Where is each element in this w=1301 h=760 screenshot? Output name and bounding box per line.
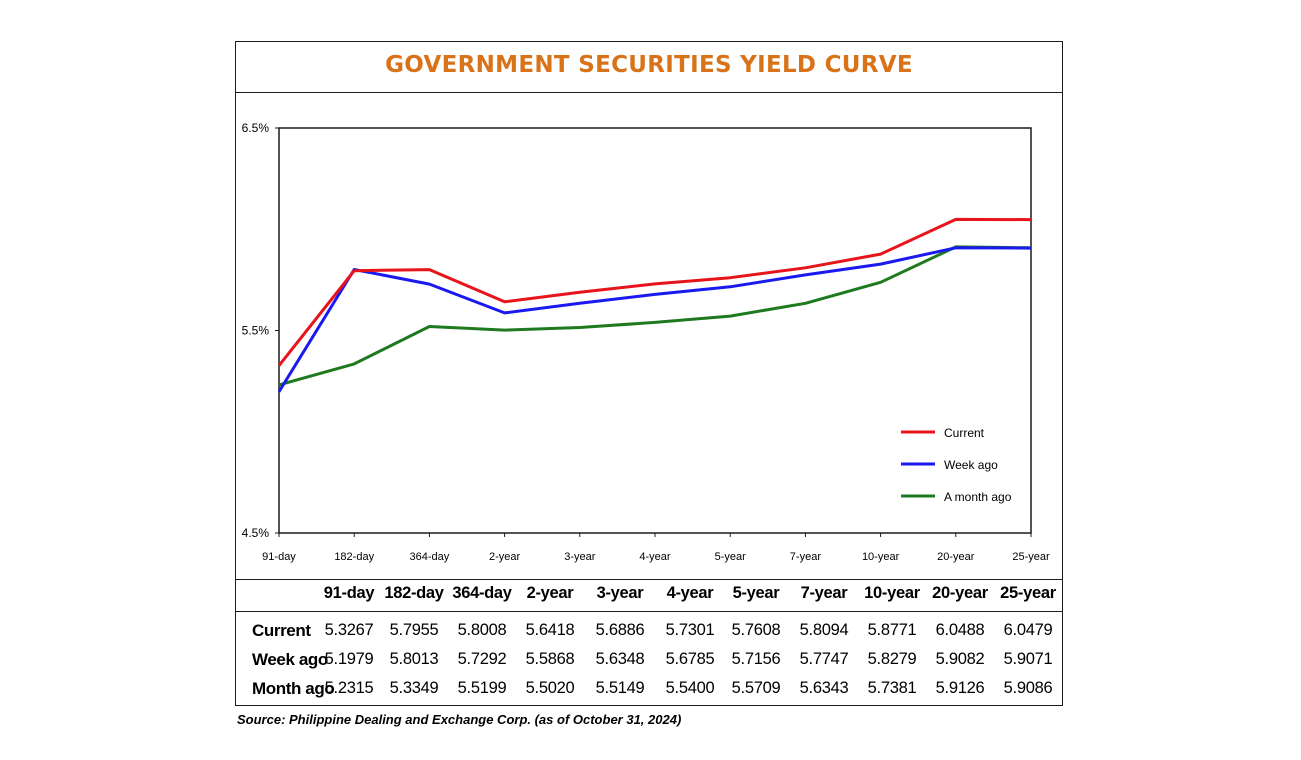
series-line-a-month-ago: [278, 245, 1032, 387]
legend-label: Week ago: [944, 458, 998, 472]
x-tick-label: 4-year: [639, 551, 671, 563]
chart-frame: [235, 41, 1063, 706]
table-header-divider: [235, 611, 1063, 612]
x-tick-label: 10-year: [862, 551, 900, 563]
x-tick-label: 3-year: [564, 551, 596, 563]
x-tick-label: 91-day: [262, 551, 296, 563]
y-tick-label: 5.5%: [242, 324, 270, 338]
x-tick-label: 5-year: [715, 551, 747, 563]
title-divider: [235, 92, 1063, 93]
table-divider: [235, 579, 1063, 580]
series-line-current: [277, 217, 1032, 367]
x-tick-label: 182-day: [334, 551, 374, 563]
x-tick-label: 7-year: [790, 551, 822, 563]
y-tick-label: 4.5%: [242, 526, 270, 540]
legend-label: A month ago: [944, 490, 1012, 504]
x-tick-label: 20-year: [937, 551, 975, 563]
x-tick-label: 2-year: [489, 551, 521, 563]
chart-title: GOVERNMENT SECURITIES YIELD CURVE: [385, 52, 913, 78]
legend-label: Current: [944, 426, 985, 440]
y-tick-label: 6.5%: [242, 121, 270, 135]
x-tick-label: 25-year: [1012, 551, 1050, 563]
series-line-week-ago: [277, 246, 1032, 393]
plot-area: [278, 127, 1032, 534]
x-tick-label: 364-day: [410, 551, 450, 563]
source-note: Source: Philippine Dealing and Exchange …: [237, 712, 682, 727]
